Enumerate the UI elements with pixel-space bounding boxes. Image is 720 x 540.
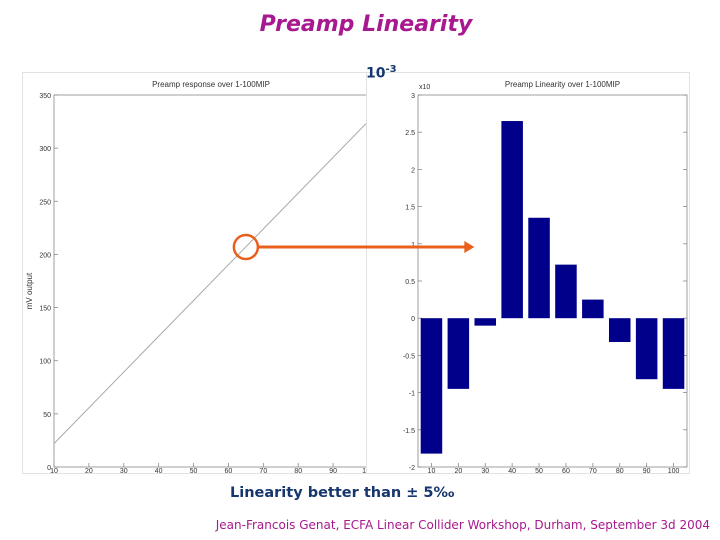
linearity-bar: [662, 318, 685, 389]
linearity-bar: [474, 318, 497, 326]
x-tick-label: 10: [50, 468, 58, 473]
y-tick-label: -1.5: [403, 428, 415, 435]
x-tick-label: 80: [616, 468, 624, 473]
x-tick-label: 90: [329, 468, 337, 473]
linearity-caption: Linearity better than ± 5‰: [230, 485, 455, 501]
x-tick-label: 50: [190, 468, 198, 473]
y-tick-label: 200: [39, 252, 51, 259]
y-tick-label: 300: [39, 146, 51, 153]
x-tick-label: 60: [225, 468, 233, 473]
y-tick-label: 100: [39, 359, 51, 366]
linearity-chart: Preamp Linearity over 1-100MIPx10-310203…: [403, 80, 688, 475]
y-tick-label: 50: [43, 412, 51, 419]
x-tick-label: 40: [155, 468, 163, 473]
y-tick-label: -2: [409, 465, 415, 472]
response-chart: Preamp response over 1-100MIP mV output 10…: [25, 80, 374, 475]
x-tick-label: 100: [668, 468, 680, 473]
linearity-bar: [528, 217, 550, 319]
linearity-bar: [420, 318, 443, 454]
x-tick-label: 30: [120, 468, 128, 473]
chart-title: Preamp response over 1-100MIP: [152, 80, 270, 89]
y-tick-label: 0.5: [405, 279, 415, 286]
y-tick-label: 150: [39, 306, 51, 313]
response-chart-panel: Preamp response over 1-100MIP mV output 10…: [22, 72, 374, 475]
linearity-bar: [555, 264, 577, 319]
y-tick-label: -1: [409, 391, 415, 398]
y-tick-label: 3: [411, 93, 415, 100]
x-tick-label: 30: [481, 468, 489, 473]
y-tick-label: -0.5: [403, 353, 415, 360]
y-axis-label: mV output: [25, 272, 34, 309]
x-tick-label: 60: [562, 468, 570, 473]
linearity-bar: [501, 121, 523, 319]
y-tick-label: 350: [39, 93, 51, 100]
x-tick-label: 70: [259, 468, 267, 473]
exponent-label: 10-3: [366, 64, 397, 82]
x-tick-label: 20: [454, 468, 462, 473]
x-tick-label: 10: [428, 468, 436, 473]
x-tick-label: 80: [294, 468, 302, 473]
y-tick-label: 2.5: [405, 130, 415, 137]
x-tick-label: 40: [508, 468, 516, 473]
y-tick-label: 1: [411, 242, 415, 249]
chart-title: Preamp Linearity over 1-100MIP: [505, 80, 620, 89]
response-line: [53, 121, 369, 444]
x-tick-label: 20: [85, 468, 93, 473]
linearity-bar: [635, 318, 658, 380]
slide-title: Preamp Linearity: [259, 12, 473, 37]
linearity-bar: [582, 299, 604, 319]
linearity-chart-panel: Preamp Linearity over 1-100MIPx10-310203…: [366, 72, 690, 475]
y-tick-label: 1.5: [405, 205, 415, 212]
x-tick-label: 50: [535, 468, 543, 473]
linearity-bar: [447, 318, 470, 389]
y-tick-label: 2: [411, 167, 415, 174]
x-tick-label: 70: [589, 468, 597, 473]
linearity-bar: [608, 318, 631, 343]
plot-frame: [417, 94, 688, 468]
y-tick-label: 0: [47, 465, 51, 472]
plot-frame: [53, 94, 369, 468]
footer-credit: Jean-Francois Genat, ECFA Linear Collide…: [215, 518, 710, 532]
scale-label: x10: [419, 84, 430, 91]
y-tick-label: 0: [411, 316, 415, 323]
x-tick-label: 90: [643, 468, 651, 473]
y-tick-label: 250: [39, 199, 51, 206]
